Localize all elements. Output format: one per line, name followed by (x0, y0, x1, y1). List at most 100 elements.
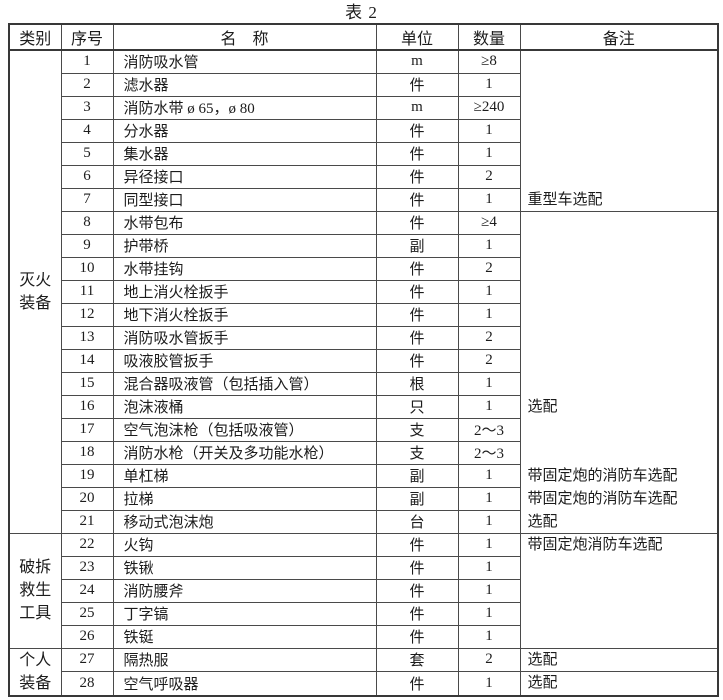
category-label-line: 破拆 (19, 559, 52, 576)
serial-cell: 19 (60, 463, 114, 488)
table-row: 24 消防腰斧件 1 (9, 578, 718, 603)
serial-cell: 4 (60, 118, 114, 143)
unit-cell: 件 (375, 671, 459, 696)
category-label-line: 装备 (19, 674, 52, 692)
quantity-cell: 1 (457, 118, 521, 143)
unit-cell: m (375, 95, 459, 120)
name-cell: 护带桥 (112, 233, 377, 258)
table-row: 13 消防吸水管扳手件 2 (9, 325, 718, 350)
quantity-cell: 1 (457, 486, 521, 511)
name-cell: 滤水器 (112, 72, 377, 97)
table-row: 20 拉梯副 1 (9, 486, 718, 511)
name-cell: 移动式泡沫炮 (112, 509, 377, 534)
table-body: 灭火 装备 1 消防吸水管 m ≥8 重型车选配 2 滤水器件 1 3 消防水带 ø 65，ø 80 m… (8, 49, 719, 696)
name-cell: 消防吸水管扳手 (112, 325, 377, 350)
name-cell: 吸液胶管扳手 (112, 348, 377, 373)
name-cell: 丁字镐 (112, 601, 377, 626)
serial-cell: 10 (60, 256, 114, 281)
table-header-row: 类别 序号名 称单位 数量 备注 (8, 23, 719, 51)
quantity-cell: 1 (457, 279, 521, 304)
name-cell: 地下消火栓扳手 (112, 302, 377, 327)
category-label-line: 工具 (19, 605, 52, 622)
quantity-cell: 1 (457, 371, 521, 396)
serial-cell: 21 (60, 509, 114, 534)
quantity-cell: 1 (457, 463, 521, 488)
name-cell: 泡沫液桶 (112, 394, 377, 419)
unit-cell: 件 (375, 210, 459, 235)
quantity-cell: 1 (457, 302, 521, 327)
name-cell: 混合器吸液管（包括插入管） (112, 371, 377, 396)
serial-cell: 8 (60, 210, 114, 235)
unit-cell: 台 (375, 509, 459, 534)
quantity-cell: 1 (457, 624, 521, 649)
category-cell: 个人 装备 (8, 647, 62, 696)
table-row: 3 消防水带 ø 65，ø 80 m ≥240 (9, 95, 718, 120)
category-label-line: 个人 (19, 651, 52, 669)
table-row: 17 空气泡沫枪（包括吸液管）支 2～3 (9, 417, 718, 442)
name-cell: 分水器 (112, 118, 377, 143)
table-row: 28 空气呼吸器件 1 选配 (9, 671, 719, 696)
table-row: 11 地上消火栓扳手件 1 (9, 279, 718, 304)
serial-cell: 16 (60, 394, 114, 419)
serial-cell: 6 (60, 164, 114, 189)
column-header-1: 序号 (60, 23, 114, 51)
table-row: 5 集水器件 1 (9, 141, 718, 166)
column-header-0: 类别 (8, 23, 62, 51)
serial-cell: 28 (60, 671, 114, 696)
remark-cell: 带固定炮消防车选配 (519, 532, 719, 649)
unit-cell: 件 (375, 302, 459, 327)
unit-cell: 件 (375, 532, 459, 557)
quantity-cell: ≥240 (457, 95, 521, 120)
quantity-cell: 1 (457, 187, 521, 212)
table-row: 个人 装备 27 隔热服套 2 选配 (8, 647, 719, 696)
unit-cell: 件 (375, 555, 459, 580)
table-row: 21 移动式泡沫炮台 1 (9, 509, 718, 534)
remark-line: 重型车选配 (527, 192, 603, 208)
table-row: 16 泡沫液桶只 1 (9, 394, 718, 419)
unit-cell: 副 (375, 463, 459, 488)
serial-cell: 1 (60, 49, 114, 74)
unit-cell: 件 (375, 325, 459, 350)
column-header-3: 单位 (375, 23, 459, 51)
unit-cell: 支 (375, 440, 459, 465)
serial-cell: 22 (60, 532, 114, 557)
remark-line: 选配 (527, 513, 558, 530)
table-row: 26 铁铤件 1 (9, 624, 718, 649)
column-header-2: 名 称 (112, 23, 377, 51)
quantity-cell: ≥4 (457, 210, 521, 235)
unit-cell: 件 (375, 187, 459, 212)
name-cell: 水带挂钩 (112, 256, 377, 281)
quantity-cell: 2 (457, 164, 521, 189)
unit-cell: 副 (375, 233, 459, 258)
category-label-line: 救生 (19, 582, 52, 599)
name-cell: 消防吸水管 (112, 49, 377, 74)
name-cell: 空气泡沫枪（包括吸液管） (112, 417, 377, 442)
unit-cell: 件 (375, 578, 459, 603)
serial-cell: 14 (60, 348, 114, 373)
serial-cell: 7 (60, 187, 114, 212)
name-cell: 集水器 (112, 141, 377, 166)
name-cell: 铁锹 (112, 555, 377, 580)
name-cell: 隔热服 (112, 647, 377, 673)
serial-cell: 15 (60, 371, 114, 396)
name-cell: 空气呼吸器 (112, 671, 377, 696)
unit-cell: 件 (375, 72, 459, 97)
quantity-cell: 1 (457, 671, 521, 696)
quantity-cell: 2 (457, 647, 521, 673)
remark-line: 选配 (527, 651, 558, 668)
category-cell: 灭火 装备 (8, 49, 62, 534)
table-row: 7 同型接口件 1 (9, 187, 718, 212)
category-label-line: 装备 (19, 294, 52, 312)
name-cell: 地上消火栓扳手 (112, 279, 377, 304)
remark-line: 带固定炮的消防车选配 (527, 467, 678, 484)
quantity-cell: 1 (457, 233, 521, 258)
serial-cell: 11 (60, 279, 114, 304)
table-row: 6 异径接口件 2 (9, 164, 718, 189)
unit-cell: 套 (375, 647, 459, 673)
serial-cell: 2 (60, 72, 114, 97)
quantity-cell: 1 (457, 509, 521, 534)
quantity-cell: 2～3 (457, 417, 521, 442)
serial-cell: 24 (60, 578, 114, 603)
name-cell: 消防腰斧 (112, 578, 377, 603)
unit-cell: 只 (375, 394, 459, 419)
